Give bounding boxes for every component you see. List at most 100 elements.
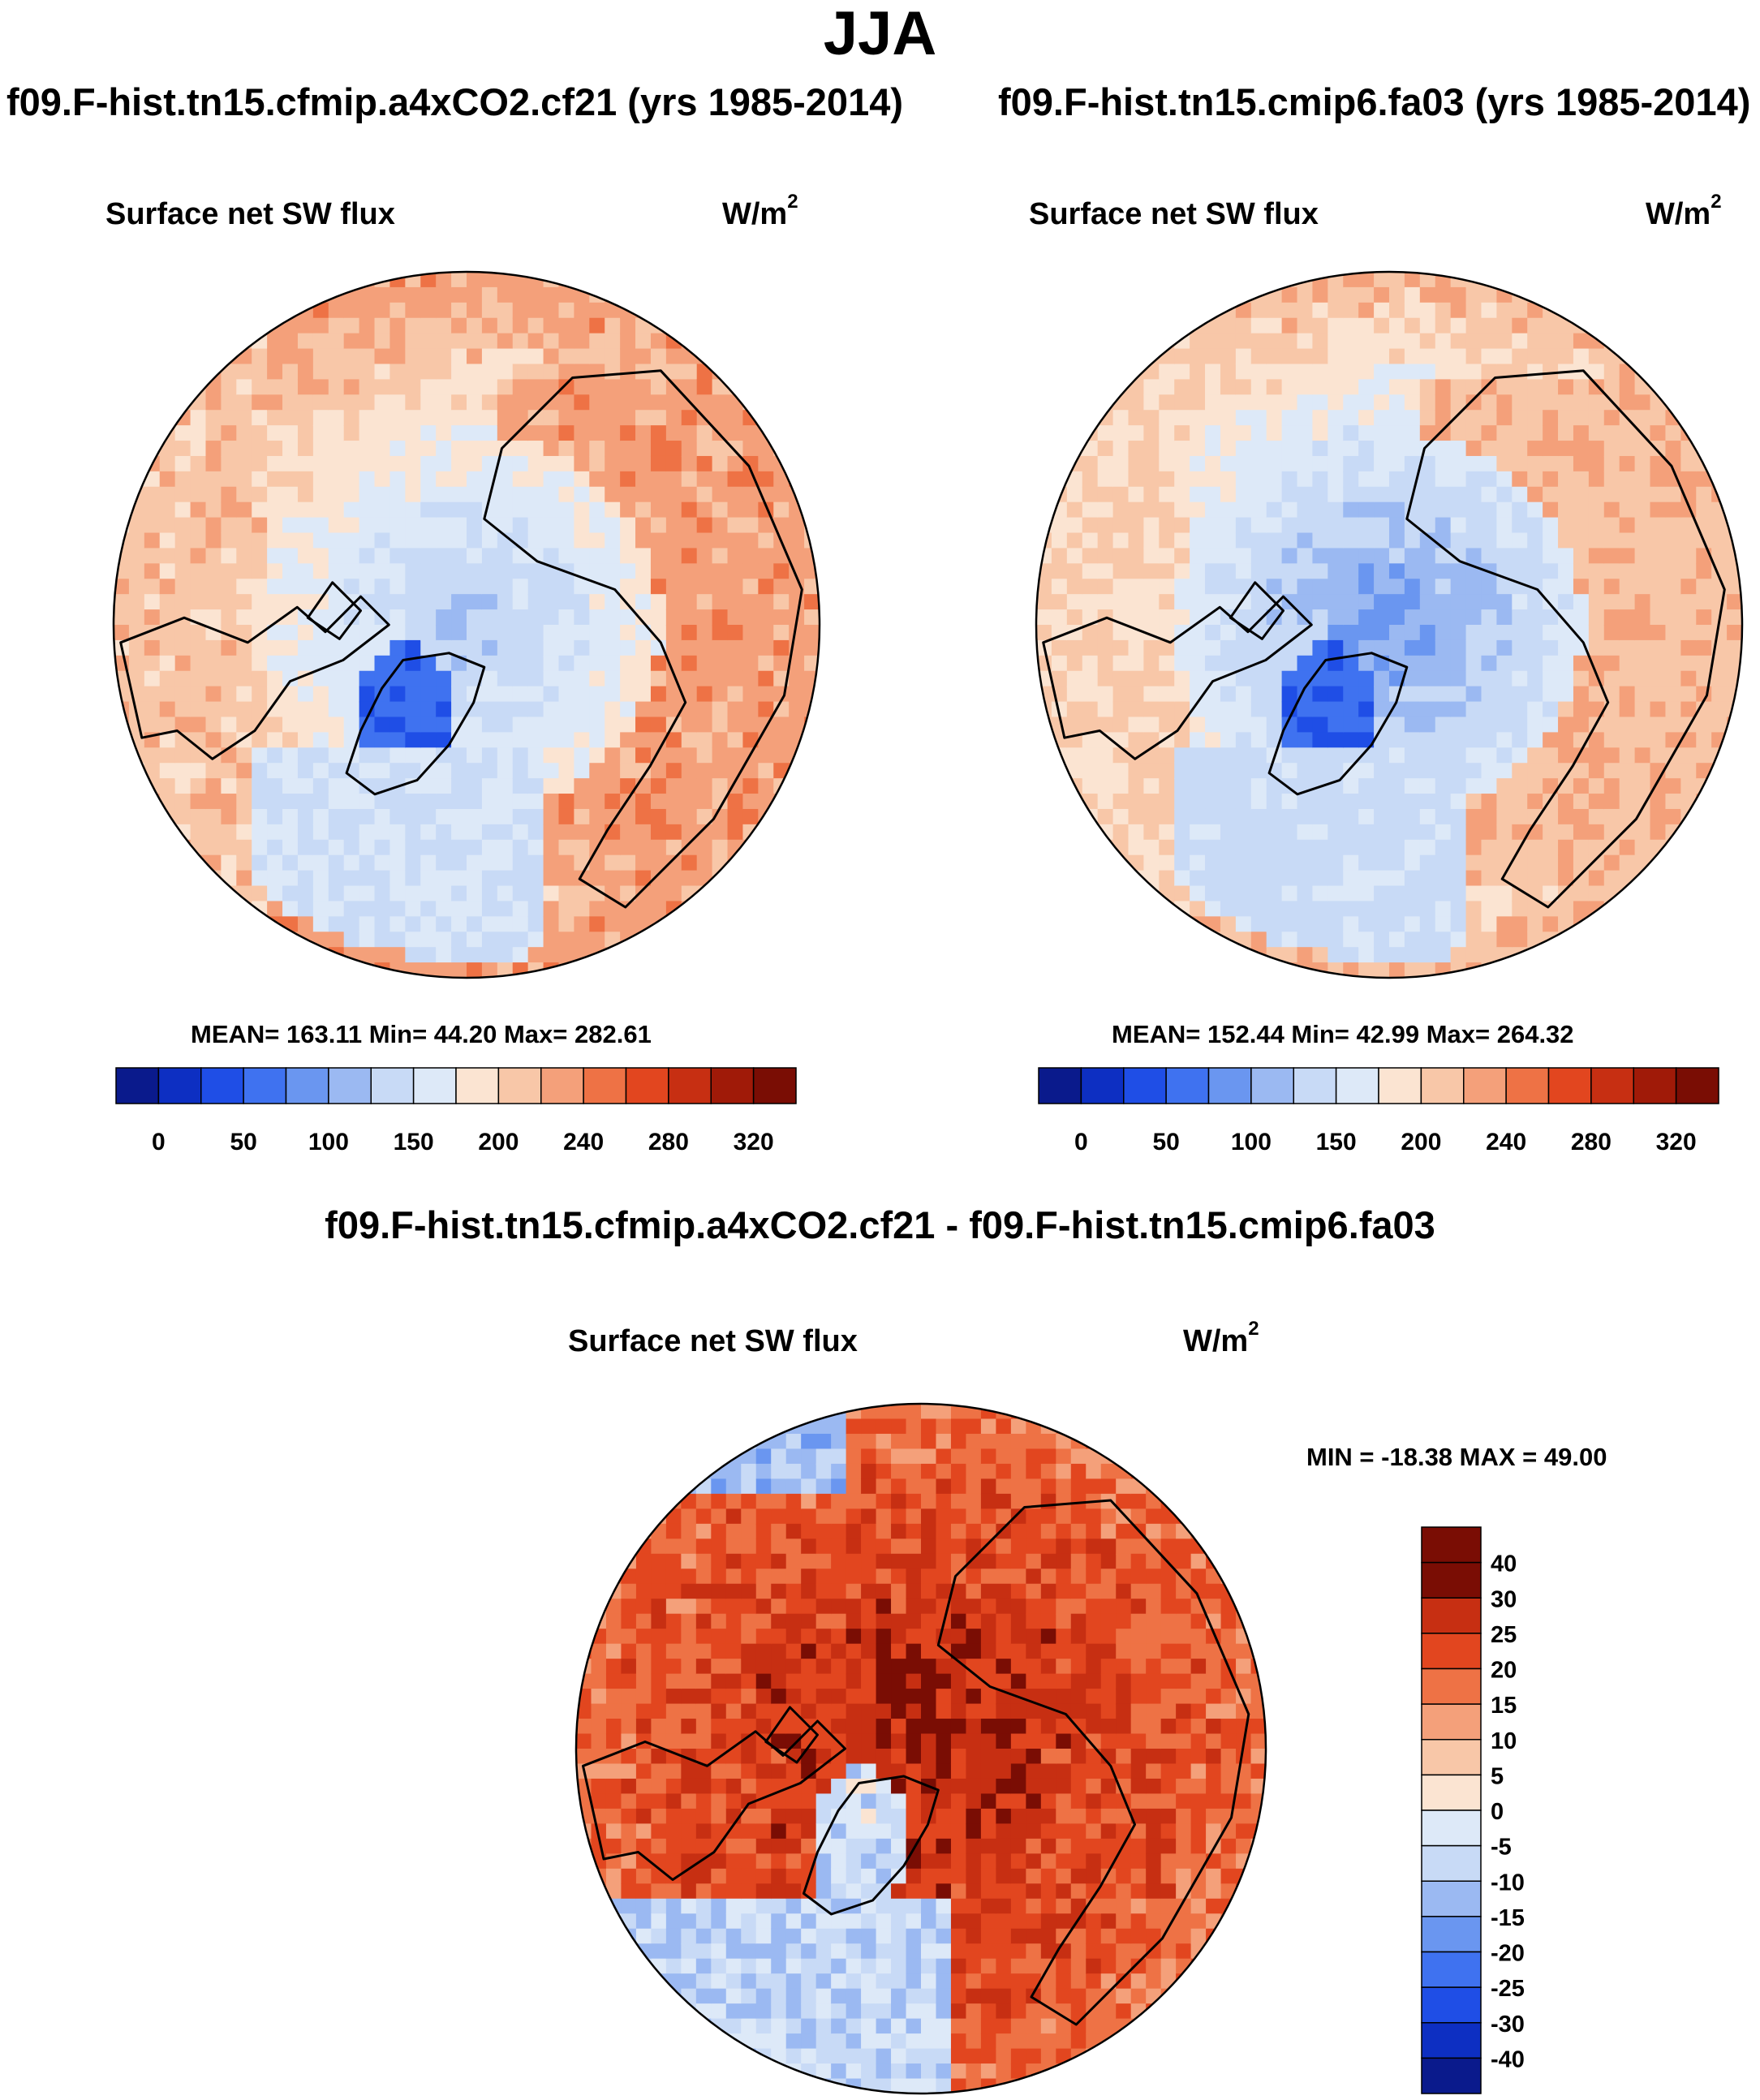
map-cell: [966, 2063, 982, 2080]
map-cell: [236, 579, 253, 595]
map-cell: [481, 379, 498, 396]
map-cell: [558, 639, 575, 656]
map-cell: [996, 1553, 1012, 1570]
map-cell: [1512, 471, 1529, 488]
map-cell: [374, 701, 391, 718]
map-cell: [1573, 563, 1590, 580]
map-cell: [1235, 379, 1252, 396]
map-cell: [1543, 563, 1559, 580]
map-cell: [1112, 425, 1130, 441]
map-cell: [1435, 379, 1452, 396]
map-cell: [467, 747, 483, 764]
map-cell: [1066, 763, 1083, 779]
map-cell: [1419, 901, 1436, 918]
map-cell: [1543, 716, 1559, 734]
map-cell: [282, 501, 299, 519]
map-cell: [574, 348, 591, 365]
map-cell: [906, 1823, 922, 1840]
map-cell: [282, 455, 299, 472]
map-cell: [359, 901, 376, 918]
map-cell: [742, 670, 760, 687]
map-cell: [771, 2003, 787, 2020]
map-cell: [328, 563, 345, 580]
map-cell: [190, 732, 207, 749]
map-cell: [543, 808, 560, 825]
map-cell: [527, 501, 544, 519]
map-cell: [1205, 854, 1221, 871]
map-cell: [773, 517, 790, 534]
map-cell: [1711, 594, 1728, 610]
map-cell: [1419, 471, 1436, 488]
map-cell: [936, 2078, 952, 2094]
map-cell: [451, 563, 467, 580]
map-cell: [621, 1703, 637, 1719]
map-cell: [665, 1703, 682, 1719]
map-cell: [1389, 763, 1405, 779]
map-cell: [1128, 594, 1145, 610]
map-cell: [1281, 563, 1298, 580]
map-cell: [635, 854, 652, 871]
map-cell: [374, 286, 391, 303]
map-cell: [297, 916, 314, 933]
map-cell: [1358, 655, 1375, 672]
map-cell: [1496, 808, 1513, 825]
map-cell: [725, 1778, 742, 1795]
map-cell: [543, 701, 560, 718]
map-cell: [1481, 348, 1498, 365]
map-cell: [1070, 1673, 1087, 1689]
map-cell: [574, 824, 591, 841]
map-cell: [891, 1569, 907, 1585]
map-cell: [741, 1883, 757, 1900]
map-cell: [512, 763, 529, 779]
map-cell: [1419, 763, 1436, 779]
map-cell: [1727, 670, 1742, 687]
map-cell: [405, 302, 422, 319]
map-cell: [635, 686, 652, 703]
map-cell: [695, 1733, 712, 1749]
map-cell: [1650, 517, 1667, 534]
map-cell: [1343, 916, 1359, 933]
map-cell: [1634, 594, 1651, 610]
map-cell: [1235, 501, 1252, 519]
map-cell: [755, 1599, 772, 1615]
map-cell: [665, 410, 682, 426]
map-cell: [190, 763, 207, 779]
map-cell: [1026, 2048, 1042, 2064]
map-cell: [527, 563, 544, 580]
map-cell: [343, 486, 360, 503]
map-cell: [1634, 655, 1651, 672]
map-cell: [312, 778, 329, 794]
map-cell: [665, 379, 682, 396]
map-cell: [696, 716, 713, 734]
map-cell: [267, 670, 283, 687]
map-cell: [861, 1823, 877, 1840]
map-cell: [405, 563, 422, 580]
map-cell: [771, 1478, 787, 1495]
map-cell: [359, 747, 376, 764]
map-cell: [267, 854, 283, 871]
map-cell: [1281, 486, 1298, 503]
map-cell: [1086, 1943, 1102, 1960]
map-cell: [876, 1433, 892, 1450]
map-cell: [1603, 655, 1620, 672]
map-cell: [558, 885, 575, 902]
map-cell: [1312, 532, 1329, 549]
map-cell: [996, 1823, 1012, 1840]
map-cell: [1512, 348, 1529, 365]
map-cell: [605, 1823, 622, 1840]
map-cell: [741, 1643, 757, 1659]
map-cell: [1056, 1763, 1072, 1779]
map-cell: [497, 609, 514, 626]
map-cell: [936, 1448, 952, 1465]
map-cell: [1496, 625, 1513, 641]
map-cell: [635, 410, 652, 426]
map-cell: [742, 548, 760, 565]
map-cell: [1051, 655, 1068, 672]
map-cell: [801, 2078, 817, 2094]
map-cell: [1527, 486, 1543, 503]
map-cell: [950, 1868, 967, 1885]
map-cell: [497, 594, 514, 610]
map-cell: [1250, 302, 1267, 319]
map-cell: [831, 1553, 847, 1570]
map-cell: [996, 1958, 1012, 1974]
